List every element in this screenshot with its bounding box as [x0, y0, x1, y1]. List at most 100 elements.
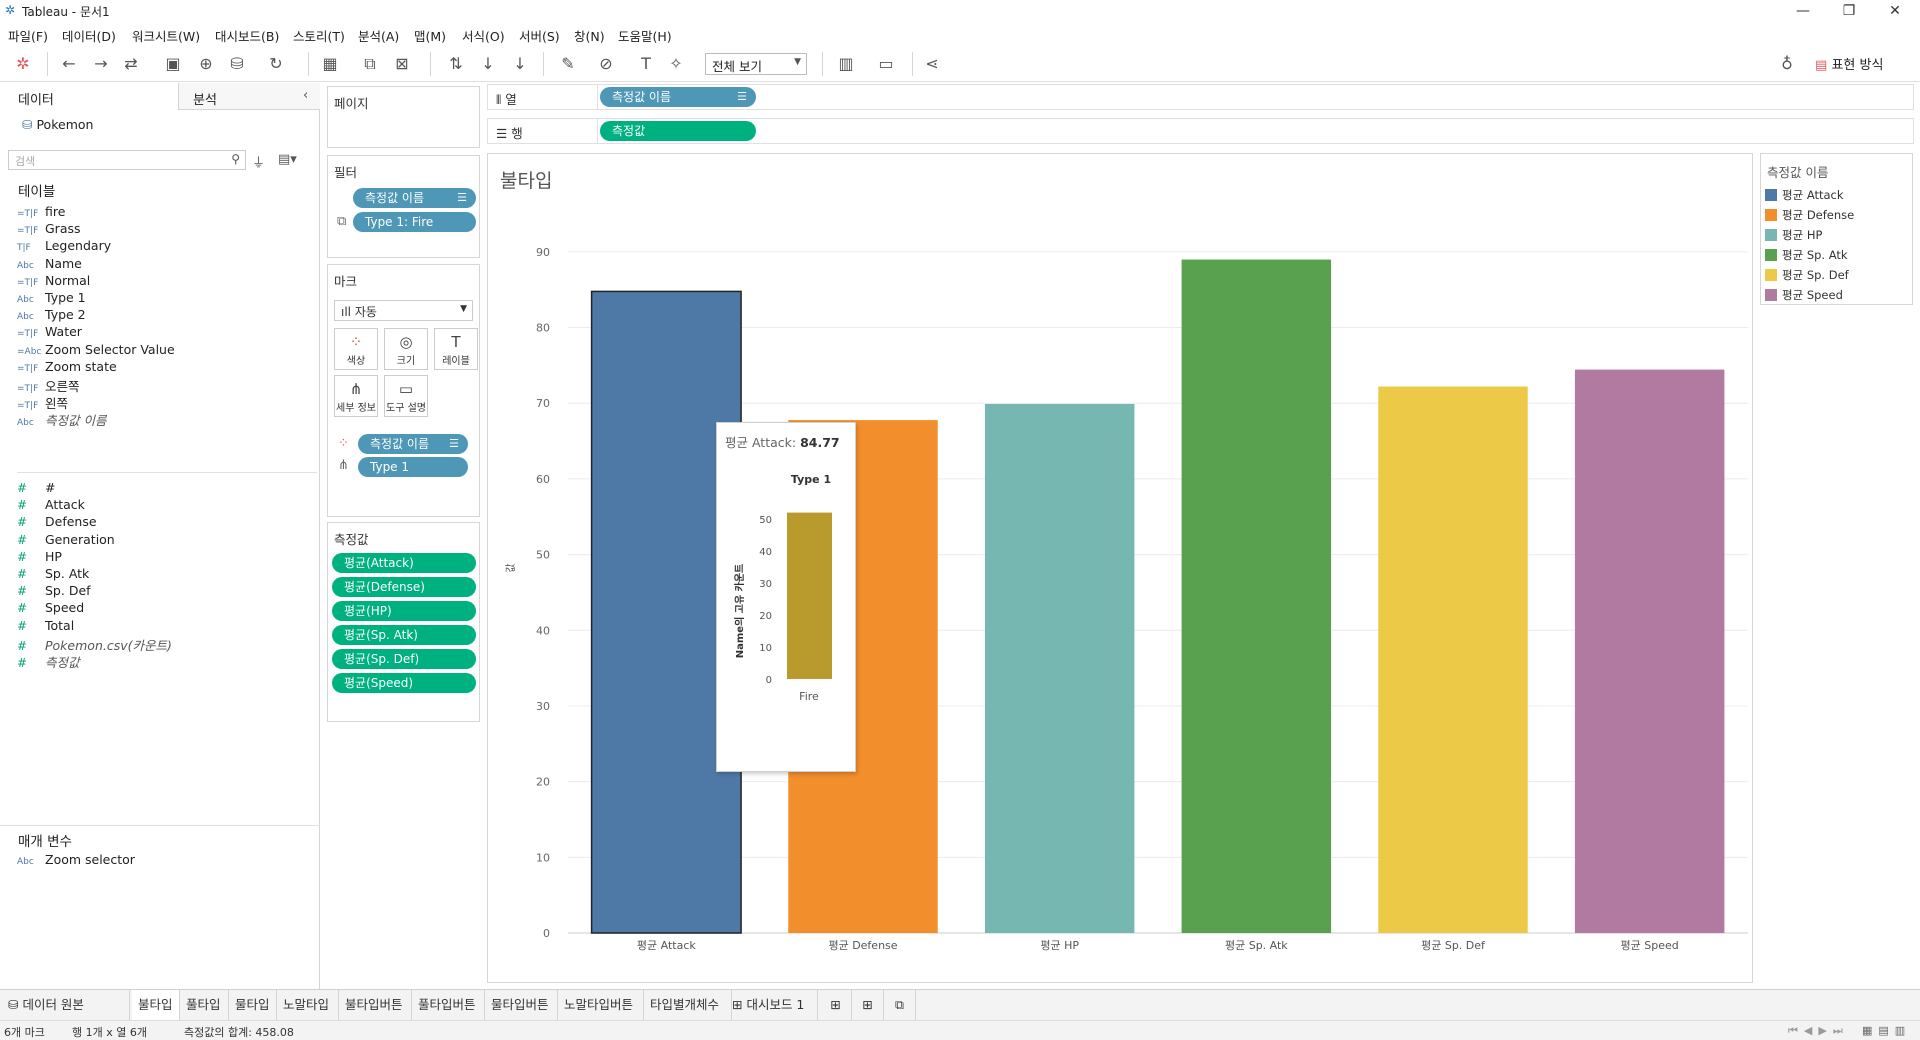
- bar[interactable]: [1181, 259, 1332, 933]
- parameter-item[interactable]: Abc Zoom selector: [17, 852, 135, 869]
- measure-value-pill[interactable]: 평균(HP): [332, 601, 476, 621]
- tab-datasource[interactable]: ⛁ 데이터 원본: [0, 990, 130, 1020]
- menu-help[interactable]: 도움말(H): [618, 29, 672, 44]
- dimension-field[interactable]: =T|F 오른쪽: [17, 376, 80, 394]
- columns-pill-measure-names[interactable]: 측정값 이름 ☰: [600, 87, 756, 107]
- filter-pill-measure-names[interactable]: 측정값 이름 ☰: [353, 188, 476, 208]
- size-button[interactable]: ◎ 크기: [384, 328, 428, 370]
- menu-analysis[interactable]: 분석(A): [358, 29, 400, 44]
- sheet-tab[interactable]: 풀타입: [180, 990, 229, 1020]
- measure-value-pill[interactable]: 평균(Sp. Atk): [332, 625, 476, 645]
- restore-button[interactable]: ❐: [1842, 3, 1856, 19]
- view-options-icon[interactable]: ▤▾: [278, 152, 297, 167]
- tab-analysis[interactable]: 분석: [178, 83, 320, 110]
- swap-rows-columns-icon[interactable]: ⇅: [449, 54, 463, 73]
- bar-chart[interactable]: 0 10 20 30 40 50 60 70 80 90 값평균 Attack 평균 Defense 평…: [488, 154, 1752, 982]
- measure-field[interactable]: # Total: [17, 618, 74, 635]
- legend-item[interactable]: 평균 HP: [1765, 227, 1822, 243]
- tableau-home-icon[interactable]: ✲: [16, 54, 30, 73]
- legend-item[interactable]: 평균 Sp. Def: [1765, 267, 1849, 283]
- detail-button[interactable]: ⋔ 세부 정보: [334, 375, 378, 417]
- tab-data[interactable]: 데이터: [18, 93, 54, 108]
- menu-file[interactable]: 파일(F): [8, 29, 48, 44]
- refresh-icon[interactable]: ↻: [269, 54, 283, 73]
- mark-type-select[interactable]: ıll 자동 ▼: [334, 300, 473, 321]
- menu-format[interactable]: 서식(O): [462, 29, 505, 44]
- menu-map[interactable]: 맵(M): [414, 29, 447, 44]
- share-icon[interactable]: ⋖: [925, 54, 939, 73]
- legend-item[interactable]: 평균 Defense: [1765, 207, 1854, 223]
- bar[interactable]: [984, 403, 1135, 933]
- worksheet-view[interactable]: 불타입 0 10 20 30 40 50 60 70 80 90 값 평균 Attack 평균 Defe…: [487, 153, 1753, 983]
- measure-field[interactable]: # #: [17, 480, 55, 497]
- dimension-field[interactable]: =T|F Water: [17, 324, 82, 341]
- view-toggle-icon[interactable]: ▦▤▥: [1862, 1024, 1912, 1037]
- measure-field[interactable]: # Speed: [17, 600, 84, 617]
- swap-icon[interactable]: ⇄: [124, 54, 138, 73]
- menu-server[interactable]: 서버(S): [519, 29, 560, 44]
- measure-field[interactable]: # 측정값: [17, 652, 80, 670]
- dimension-field[interactable]: Abc 측정값 이름: [17, 410, 106, 428]
- presentation-mode-icon[interactable]: ▭: [878, 54, 894, 73]
- menu-data[interactable]: 데이터(D): [62, 29, 116, 44]
- bar[interactable]: [1378, 386, 1528, 933]
- sheet-tab[interactable]: 노말타입버튼: [558, 990, 644, 1020]
- color-button[interactable]: ⁘ 색상: [334, 328, 378, 370]
- sheet-tab[interactable]: 노말타입: [277, 990, 339, 1020]
- dimension-field[interactable]: Abc Type 1: [17, 290, 86, 307]
- tab-dashboard[interactable]: ⊞ 대시보드 1: [726, 990, 818, 1020]
- save-icon[interactable]: ▣: [165, 54, 181, 73]
- tooltip-format-icon[interactable]: ♁: [1781, 54, 1793, 73]
- measure-value-pill[interactable]: 평균(Sp. Def): [332, 649, 476, 669]
- measure-field[interactable]: # Sp. Def: [17, 583, 91, 600]
- dimension-field[interactable]: =T|F fire: [17, 204, 65, 221]
- duplicate-icon[interactable]: ⧉: [364, 54, 376, 73]
- bar[interactable]: [1574, 369, 1725, 933]
- tab-navigation-icon[interactable]: ⏮◀▶⏭: [1788, 1024, 1849, 1037]
- redo-icon[interactable]: →: [94, 54, 108, 73]
- pages-card[interactable]: 페이지: [327, 86, 480, 148]
- measure-value-pill[interactable]: 평균(Defense): [332, 577, 476, 597]
- menu-story[interactable]: 스토리(T): [293, 29, 345, 44]
- highlight-icon[interactable]: ✎: [561, 54, 575, 73]
- minimize-button[interactable]: —: [1796, 3, 1810, 19]
- group-icon[interactable]: ⊘: [599, 54, 613, 73]
- filters-card[interactable]: 필터 측정값 이름 ☰ ⧉ Type 1: Fire: [327, 155, 480, 258]
- dimension-field[interactable]: T|F Legendary: [17, 238, 111, 255]
- collapse-pane-icon[interactable]: ‹: [303, 88, 309, 103]
- clear-sheet-icon[interactable]: ⊠: [395, 54, 409, 73]
- show-me-button[interactable]: ▤ 표현 방식: [1815, 54, 1883, 73]
- measure-field[interactable]: # Sp. Atk: [17, 566, 89, 583]
- menu-dashboard[interactable]: 대시보드(B): [215, 29, 280, 44]
- filter-icon[interactable]: ⏚: [252, 156, 266, 171]
- rows-pill-measure-values[interactable]: 측정값: [600, 121, 756, 141]
- measure-value-pill[interactable]: 평균(Speed): [332, 673, 476, 693]
- menu-worksheet[interactable]: 워크시트(W): [132, 29, 201, 44]
- show-labels-icon[interactable]: T: [641, 54, 651, 73]
- measure-value-pill[interactable]: 평균(Attack): [332, 553, 476, 573]
- columns-shelf[interactable]: ⫴ 열 측정값 이름 ☰: [487, 84, 1914, 110]
- sort-ascending-icon[interactable]: ↓: [481, 54, 495, 73]
- sort-descending-icon[interactable]: ↓: [513, 54, 527, 73]
- fit-view-select[interactable]: 전체 보기 ▼: [705, 53, 807, 75]
- legend-item[interactable]: 평균 Sp. Atk: [1765, 247, 1848, 263]
- mark-pill-measure-names[interactable]: 측정값 이름 ☰: [358, 434, 468, 454]
- dimension-field[interactable]: =T|F 왼쪽: [17, 393, 68, 411]
- pin-icon[interactable]: ✧: [669, 54, 683, 73]
- undo-icon[interactable]: ←: [62, 54, 76, 73]
- measure-field[interactable]: # Generation: [17, 532, 115, 549]
- dimension-field[interactable]: =Abc Zoom Selector Value: [17, 342, 175, 359]
- measure-field[interactable]: # Defense: [17, 514, 97, 531]
- new-dashboard-tab-button[interactable]: ⊞: [852, 990, 884, 1020]
- new-worksheet-tab-button[interactable]: ⊞: [820, 990, 852, 1020]
- sheet-tab[interactable]: 물타입버튼: [485, 990, 558, 1020]
- dimension-field[interactable]: Abc Type 2: [17, 307, 86, 324]
- close-button[interactable]: ✕: [1889, 3, 1901, 19]
- pause-updates-icon[interactable]: ⛁: [230, 54, 244, 73]
- dimension-field[interactable]: =T|F Zoom state: [17, 359, 117, 376]
- label-button[interactable]: T 레이블: [434, 328, 478, 370]
- dimension-field[interactable]: Abc Name: [17, 256, 82, 273]
- measure-field[interactable]: # HP: [17, 549, 62, 566]
- new-story-tab-button[interactable]: ⧉: [884, 990, 916, 1020]
- legend-item[interactable]: 평균 Speed: [1765, 287, 1843, 303]
